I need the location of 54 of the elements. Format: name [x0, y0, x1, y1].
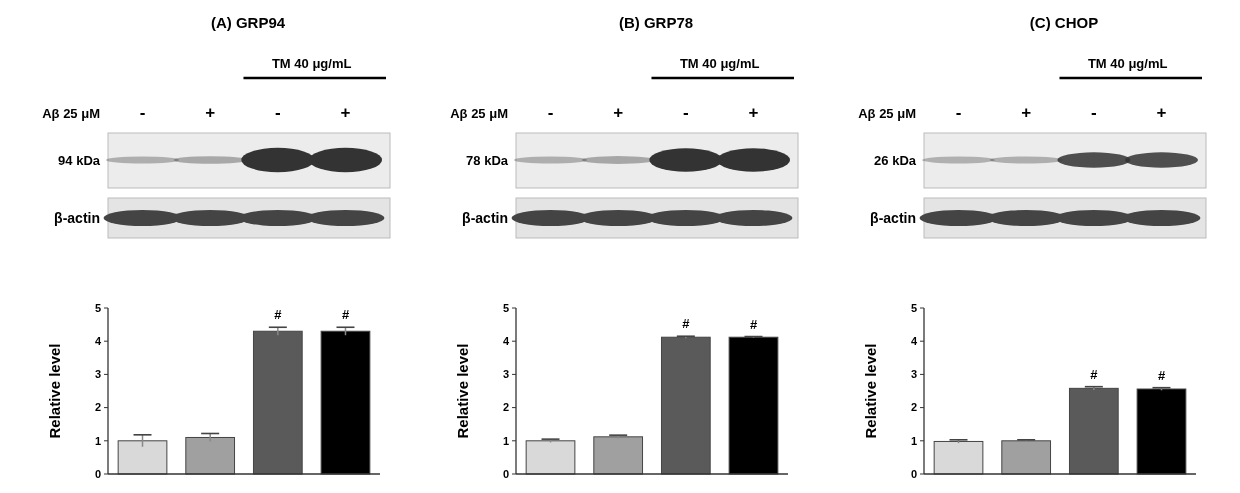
text: Aβ 25 μM: [450, 106, 508, 121]
y-tick-label: 3: [502, 368, 509, 381]
y-tick-label: 4: [94, 335, 102, 348]
text: TM 40 μg/mL: [679, 56, 760, 71]
y-axis-title: Relative level: [454, 343, 471, 439]
text: -: [1090, 103, 1097, 122]
text: TM 40 μg/mL: [1087, 56, 1168, 71]
text: β-actin: [870, 210, 916, 226]
text: -: [547, 103, 554, 122]
y-tick-label: 2: [910, 401, 917, 414]
data-label: #: [274, 307, 283, 323]
text: +: [340, 103, 351, 122]
y-tick-label: 3: [94, 368, 101, 381]
text: 94 kDa: [58, 153, 101, 168]
y-tick-label: 0: [502, 467, 509, 480]
chart-title: (C) CHOP: [1029, 14, 1099, 31]
y-tick-label: 5: [910, 301, 917, 314]
text: -: [955, 103, 962, 122]
text: -: [274, 103, 281, 122]
text: β-actin: [54, 210, 100, 226]
text: 78 kDa: [466, 153, 509, 168]
text: +: [748, 103, 759, 122]
y-tick-label: 1: [94, 434, 101, 447]
y-tick-label: 5: [502, 301, 509, 314]
text: +: [613, 103, 624, 122]
text: +: [1021, 103, 1032, 122]
y-axis-title: Relative level: [862, 343, 879, 439]
y-tick-label: 4: [502, 335, 510, 348]
text: TM 40 μg/mL: [271, 56, 352, 71]
text: +: [1156, 103, 1167, 122]
data-label: #: [1157, 367, 1166, 383]
text: Aβ 25 μM: [42, 106, 100, 121]
y-tick-label: 0: [94, 467, 101, 480]
text: -: [682, 103, 689, 122]
y-tick-label: 4: [910, 335, 918, 348]
y-tick-label: 3: [910, 368, 917, 381]
y-tick-label: 5: [94, 301, 101, 314]
y-axis-title: Relative level: [46, 343, 63, 439]
text: 26 kDa: [874, 153, 917, 168]
text: Aβ 25 μM: [858, 106, 916, 121]
chart-title: (A) GRP94: [210, 14, 286, 31]
data-label: #: [1090, 366, 1099, 382]
text: +: [205, 103, 216, 122]
y-tick-label: 1: [910, 434, 917, 447]
text: β-actin: [462, 210, 508, 226]
data-label: #: [682, 316, 691, 332]
y-tick-label: 0: [910, 467, 917, 480]
y-tick-label: 2: [502, 401, 509, 414]
y-tick-label: 2: [94, 401, 101, 414]
text: -: [139, 103, 146, 122]
chart-title: (B) GRP78: [618, 14, 694, 31]
y-tick-label: 1: [502, 434, 509, 447]
data-label: #: [341, 307, 350, 323]
data-label: #: [749, 316, 758, 332]
